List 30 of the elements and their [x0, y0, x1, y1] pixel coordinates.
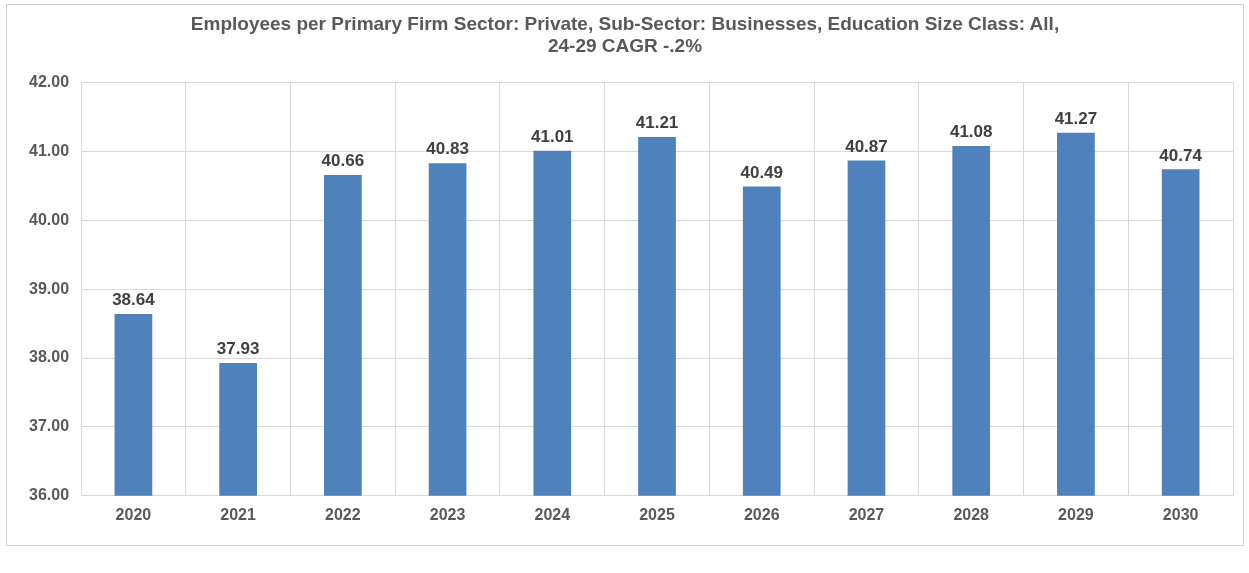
x-tick-label: 2021	[220, 505, 257, 523]
x-tick-label: 2020	[115, 505, 152, 523]
data-label: 41.21	[635, 113, 679, 133]
x-tick-label: 2026	[743, 505, 780, 523]
y-tick-label: 38.00	[28, 348, 70, 366]
x-tick-label: 2028	[953, 505, 990, 523]
x-tick-label: 2022	[325, 505, 361, 523]
x-tick-label: 2029	[1058, 505, 1094, 523]
data-label: 41.27	[1054, 109, 1098, 129]
data-label: 38.64	[112, 290, 156, 310]
y-tick-label: 41.00	[28, 141, 70, 159]
data-label: 40.83	[426, 139, 469, 159]
x-tick-label: 2025	[639, 505, 675, 523]
x-tick-label: 2030	[1162, 505, 1199, 523]
data-label: 41.01	[531, 126, 574, 146]
x-tick-label: 2023	[429, 505, 466, 523]
chart-title: Employees per Primary Firm Sector: Private, Sub-Sector: Businesses, Education Size Class: All, 24-29 CAGR -.2%	[190, 12, 1060, 57]
data-label: 40.66	[321, 151, 365, 171]
data-label: 40.74	[1159, 145, 1203, 165]
data-label: 40.87	[845, 136, 888, 156]
x-tick-label: 2024	[534, 505, 571, 523]
y-tick-label: 36.00	[28, 486, 70, 504]
x-tick-label: 2027	[848, 505, 885, 523]
y-tick-label: 39.00	[28, 279, 70, 297]
data-label: 37.93	[216, 339, 260, 359]
y-tick-label: 37.00	[28, 417, 70, 435]
data-label: 40.49	[740, 162, 784, 182]
data-label: 41.08	[949, 122, 993, 142]
y-tick-label: 40.00	[28, 210, 70, 228]
y-tick-label: 42.00	[28, 73, 70, 91]
